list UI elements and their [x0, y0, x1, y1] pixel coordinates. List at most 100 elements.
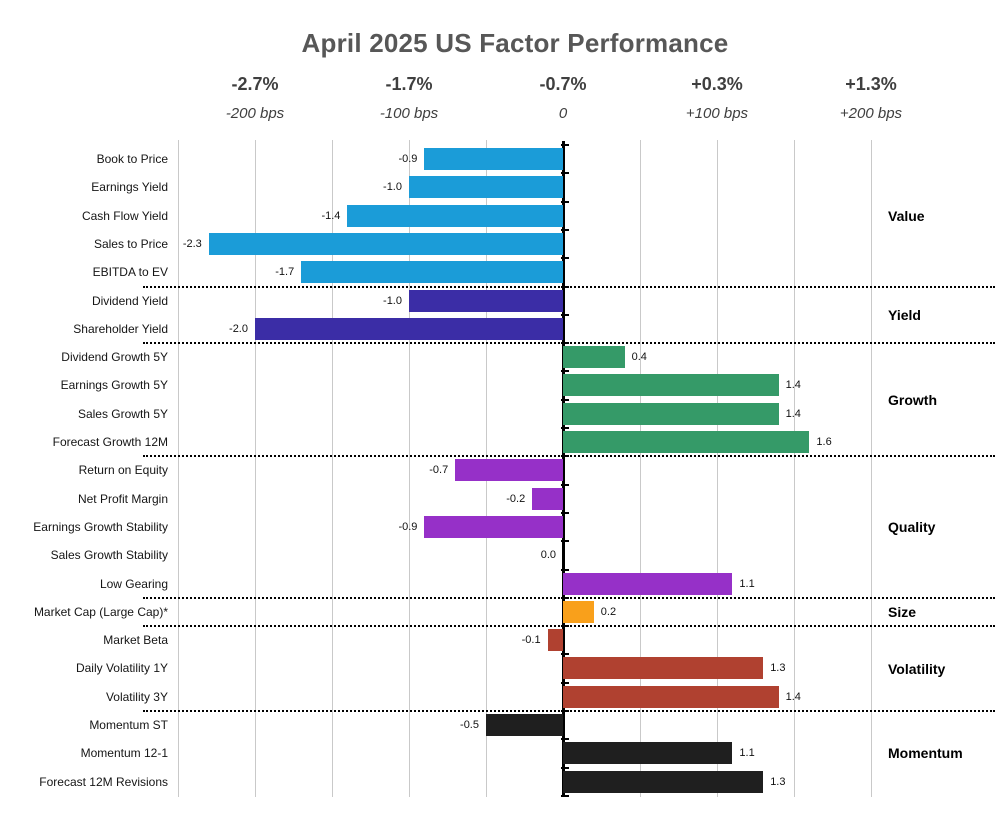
group-label: Momentum [888, 745, 963, 762]
group-label: Value [888, 207, 925, 224]
bar [563, 374, 779, 397]
bar-value-label: 0.0 [540, 549, 556, 562]
chart-title: April 2025 US Factor Performance [301, 28, 729, 58]
bar [563, 742, 733, 765]
group-separator [143, 596, 995, 599]
zero-axis-tick [561, 285, 569, 288]
bar [563, 431, 810, 453]
bar-value-label: -1.0 [383, 294, 402, 307]
x-axis-pct-label: -0.7% [539, 74, 587, 94]
x-axis-pct-label: +0.3% [691, 74, 743, 94]
bar-value-label: 1.4 [785, 690, 801, 703]
group-label: Quality [888, 519, 936, 536]
row-label: Forecast 12M Revisions [39, 774, 168, 789]
zero-axis-tick [561, 144, 569, 146]
bar [409, 289, 563, 312]
bar [563, 685, 779, 708]
bar-value-label: -0.9 [398, 520, 418, 533]
row-label: Momentum 12-1 [80, 746, 168, 761]
row-label: Earnings Growth Stability [33, 519, 168, 534]
row-label: Sales Growth Stability [50, 548, 168, 563]
row-label: Dividend Growth 5Y [61, 350, 168, 365]
row-label: Market Cap (Large Cap)* [33, 604, 168, 619]
x-axis-bps-label: +100 bps [685, 105, 749, 122]
row-label: Cash Flow Yield [81, 208, 168, 223]
x-axis-bps-label: 0 [558, 105, 568, 122]
row-label: Momentum ST [89, 718, 168, 732]
bar-value-label: -2.3 [182, 237, 202, 250]
group-separator [143, 710, 995, 712]
bar-value-label: 0.4 [631, 351, 647, 364]
bar [424, 515, 563, 538]
bar [409, 176, 563, 199]
row-label: Market Beta [103, 633, 168, 648]
group-label: Growth [888, 391, 937, 408]
row-label: Volatility 3Y [105, 689, 168, 704]
bar [563, 657, 764, 680]
zero-axis-tick [561, 766, 569, 769]
row-label: Shareholder Yield [73, 321, 168, 336]
zero-axis-tick [561, 313, 569, 316]
group-label: Yield [888, 306, 921, 323]
row-label: Return on Equity [78, 463, 168, 478]
gridline [794, 140, 795, 797]
zero-axis-tick [561, 342, 569, 345]
row-label: Book to Price [96, 152, 168, 166]
row-label: Earnings Growth 5Y [60, 378, 168, 393]
zero-axis-tick [561, 625, 569, 628]
row-label: Dividend Yield [91, 293, 168, 308]
zero-axis-tick [561, 681, 569, 684]
zero-axis-tick [561, 200, 569, 203]
gridline [717, 140, 718, 797]
group-separator [143, 455, 995, 458]
zero-axis-tick [561, 540, 569, 543]
bar [563, 402, 779, 425]
row-label: EBITDA to EV [92, 265, 168, 280]
gridline [332, 140, 333, 797]
bar [424, 148, 563, 170]
gridline [178, 140, 179, 797]
zero-axis-tick [561, 653, 569, 656]
bar-value-label: -1.0 [383, 181, 402, 194]
zero-axis-tick [561, 511, 569, 514]
row-label: Daily Volatility 1Y [75, 661, 168, 676]
zero-axis-tick [561, 738, 569, 741]
zero-axis-line [561, 141, 565, 797]
bar-value-label: -0.5 [460, 719, 479, 731]
bar-value-label: 1.3 [770, 662, 786, 675]
gridline [255, 140, 256, 797]
bar [486, 714, 563, 736]
bar-value-label: 1.1 [739, 577, 755, 590]
bar-value-label: -1.7 [275, 266, 295, 279]
bar-value-label: -0.1 [521, 634, 541, 647]
zero-axis-tick [561, 794, 569, 797]
zero-axis-tick [561, 257, 569, 260]
zero-axis-tick [561, 568, 569, 571]
row-label: Sales Growth 5Y [77, 406, 168, 421]
group-separator [143, 285, 995, 288]
zero-axis-tick [561, 483, 569, 486]
bar [547, 629, 563, 652]
group-separator [143, 625, 995, 628]
zero-axis-tick [561, 455, 569, 458]
gridline [640, 140, 641, 797]
zero-axis-tick [561, 710, 569, 712]
bar-value-label: 1.6 [816, 436, 832, 448]
x-axis-bps-label: -100 bps [379, 105, 439, 122]
row-label: Earnings Yield [91, 180, 168, 195]
x-axis-bps-label: -200 bps [225, 105, 285, 122]
bar-value-label: -0.2 [506, 492, 526, 505]
gridline [409, 140, 410, 797]
x-axis-pct-label: -2.7% [231, 74, 279, 94]
zero-axis-tick [561, 172, 569, 175]
bar [563, 572, 733, 595]
group-label: Size [888, 603, 917, 620]
bar-value-label: 0.2 [600, 605, 617, 618]
group-separator [143, 342, 995, 345]
bar [347, 204, 563, 227]
bar-value-label: -0.9 [398, 153, 418, 165]
zero-axis-tick [561, 596, 569, 599]
bar-value-label: 1.4 [785, 407, 801, 420]
bar-value-label: -1.4 [321, 209, 341, 222]
